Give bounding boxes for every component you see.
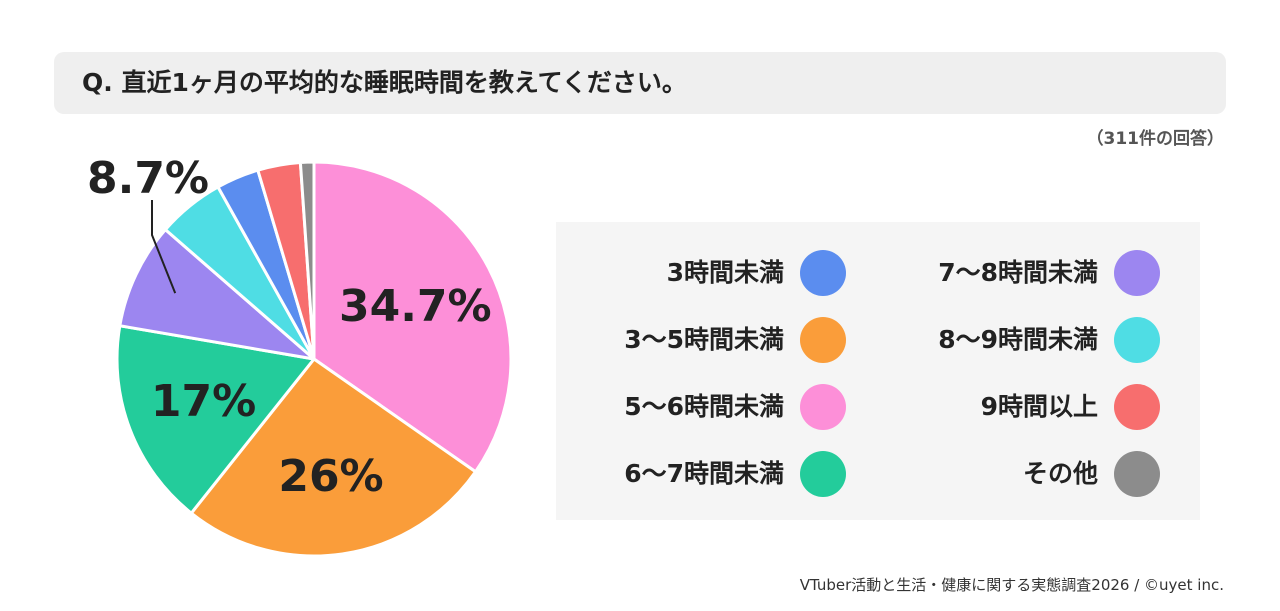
legend: 3時間未満 3〜5時間未満 5〜6時間未満 6〜7時間未満 7〜8時間未満 8〜9時間未満… — [556, 222, 1200, 520]
slice-label-6-7時間未満: 17% — [151, 376, 256, 427]
legend-swatch — [800, 317, 846, 363]
legend-swatch — [800, 451, 846, 497]
pie-slice-7-8時間未満 — [118, 228, 316, 361]
legend-item-7-8時間未満: 7〜8時間未満 — [856, 250, 1160, 296]
legend-item-3-5時間未満: 3〜5時間未満 — [556, 317, 846, 363]
legend-swatch — [1114, 317, 1160, 363]
legend-label: 7〜8時間未満 — [938, 258, 1098, 287]
slice-label-5-6時間未満: 34.7% — [339, 281, 492, 332]
slice-label-3-5時間未満: 26% — [278, 451, 383, 502]
legend-swatch — [1114, 250, 1160, 296]
source-credit: VTuber活動と生活・健康に関する実態調査2026 / ©uyet inc. — [799, 576, 1224, 594]
response-count: （311件の回答） — [1086, 129, 1225, 149]
question-text: Q. 直近1ヶ月の平均的な睡眠時間を教えてください。 — [82, 68, 687, 97]
pie-slice-その他 — [298, 160, 316, 361]
pie-slice-3-5時間未満 — [189, 357, 478, 558]
leader-line-7-8時間未満 — [151, 200, 177, 294]
legend-item-その他: その他 — [856, 451, 1160, 497]
legend-swatch — [800, 384, 846, 430]
legend-swatch — [800, 250, 846, 296]
legend-item-6-7時間未満: 6〜7時間未満 — [556, 451, 846, 497]
legend-label: 3時間未満 — [666, 258, 784, 287]
legend-swatch — [1114, 451, 1160, 497]
legend-label: 3〜5時間未満 — [624, 325, 784, 354]
legend-label: 8〜9時間未満 — [938, 325, 1098, 354]
legend-swatch — [1114, 384, 1160, 430]
question-bar: Q. 直近1ヶ月の平均的な睡眠時間を教えてください。 — [54, 52, 1226, 114]
legend-item-5-6時間未満: 5〜6時間未満 — [556, 384, 846, 430]
legend-label: 9時間以上 — [980, 392, 1098, 421]
pie-slice-6-7時間未満 — [115, 324, 316, 515]
slice-label-7-8時間未満: 8.7% — [87, 153, 209, 204]
legend-label: 6〜7時間未満 — [624, 459, 784, 488]
legend-label: 5〜6時間未満 — [624, 392, 784, 421]
legend-item-8-9時間未満: 8〜9時間未満 — [856, 317, 1160, 363]
pie-slice-5-6時間未満 — [312, 160, 513, 474]
legend-label: その他 — [1022, 459, 1098, 488]
legend-item-9時間以上: 9時間以上 — [856, 384, 1160, 430]
legend-item-3時間未満: 3時間未満 — [556, 250, 846, 296]
